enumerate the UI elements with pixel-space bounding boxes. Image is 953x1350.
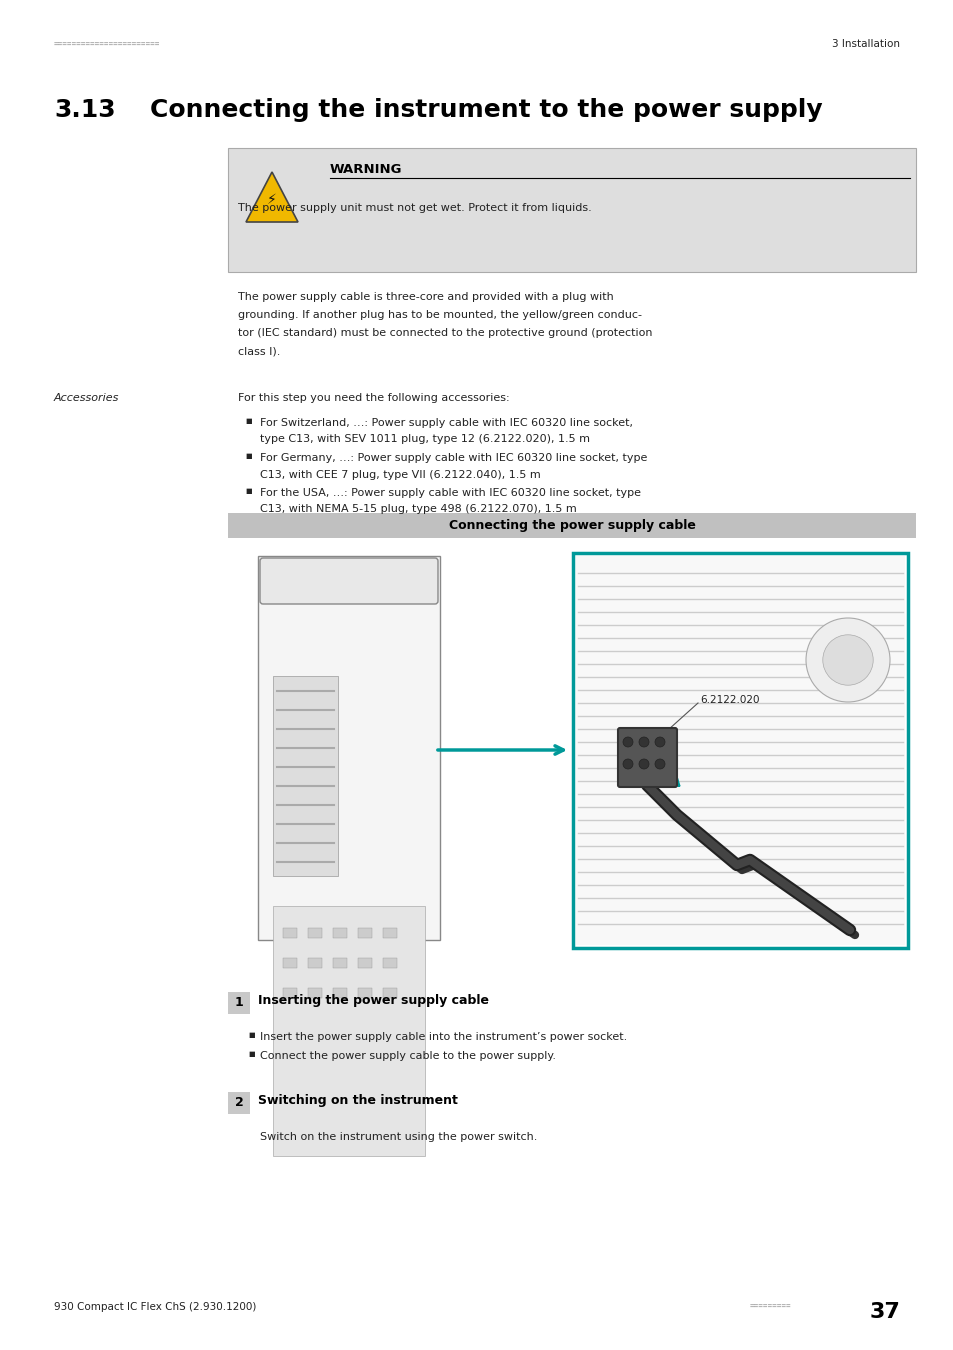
Circle shape <box>639 759 648 769</box>
Text: ■: ■ <box>245 418 252 424</box>
FancyBboxPatch shape <box>260 558 437 603</box>
Text: Inserting the power supply cable: Inserting the power supply cable <box>257 994 489 1007</box>
Text: =======================: ======================= <box>54 39 160 49</box>
Text: Accessories: Accessories <box>54 393 119 404</box>
Text: 1: 1 <box>234 996 243 1010</box>
FancyBboxPatch shape <box>257 556 439 940</box>
Text: ⚡: ⚡ <box>267 193 276 207</box>
Text: C13, with NEMA 5-15 plug, type 498 (6.2122.070), 1.5 m: C13, with NEMA 5-15 plug, type 498 (6.21… <box>260 505 577 514</box>
FancyBboxPatch shape <box>308 958 322 968</box>
Text: 6.2122.020: 6.2122.020 <box>700 695 759 705</box>
FancyBboxPatch shape <box>573 554 907 948</box>
Text: type C13, with SEV 1011 plug, type 12 (6.2122.020), 1.5 m: type C13, with SEV 1011 plug, type 12 (6… <box>260 435 589 444</box>
Text: =========: ========= <box>749 1301 791 1311</box>
FancyBboxPatch shape <box>382 927 396 938</box>
Circle shape <box>821 634 872 686</box>
FancyBboxPatch shape <box>618 728 677 787</box>
Text: For the USA, …: Power supply cable with IEC 60320 line socket, type: For the USA, …: Power supply cable with … <box>260 487 640 498</box>
FancyBboxPatch shape <box>283 927 296 938</box>
FancyBboxPatch shape <box>228 992 250 1014</box>
Text: For Germany, …: Power supply cable with IEC 60320 line socket, type: For Germany, …: Power supply cable with … <box>260 454 647 463</box>
Circle shape <box>622 759 633 769</box>
Circle shape <box>622 737 633 747</box>
FancyBboxPatch shape <box>333 927 347 938</box>
Text: WARNING: WARNING <box>330 163 402 176</box>
Text: 37: 37 <box>868 1301 899 1322</box>
FancyBboxPatch shape <box>308 988 322 998</box>
Circle shape <box>639 737 648 747</box>
Text: class I).: class I). <box>237 346 280 356</box>
Text: 930 Compact IC Flex ChS (2.930.1200): 930 Compact IC Flex ChS (2.930.1200) <box>54 1301 256 1312</box>
Text: 3 Installation: 3 Installation <box>831 39 899 49</box>
FancyBboxPatch shape <box>333 988 347 998</box>
Text: The power supply cable is three-core and provided with a plug with: The power supply cable is three-core and… <box>237 292 613 302</box>
FancyBboxPatch shape <box>283 988 296 998</box>
Text: Connecting the power supply cable: Connecting the power supply cable <box>448 518 695 532</box>
Polygon shape <box>246 171 297 221</box>
Text: Switch on the instrument using the power switch.: Switch on the instrument using the power… <box>260 1133 537 1142</box>
Text: ■: ■ <box>245 454 252 459</box>
Circle shape <box>655 737 664 747</box>
FancyBboxPatch shape <box>283 958 296 968</box>
FancyBboxPatch shape <box>308 927 322 938</box>
FancyBboxPatch shape <box>228 1092 250 1114</box>
FancyBboxPatch shape <box>273 676 337 876</box>
Text: Switching on the instrument: Switching on the instrument <box>257 1094 457 1107</box>
FancyBboxPatch shape <box>357 958 372 968</box>
FancyBboxPatch shape <box>576 556 904 945</box>
Text: Insert the power supply cable into the instrument’s power socket.: Insert the power supply cable into the i… <box>260 1031 626 1042</box>
FancyBboxPatch shape <box>228 539 915 952</box>
Text: For Switzerland, …: Power supply cable with IEC 60320 line socket,: For Switzerland, …: Power supply cable w… <box>260 418 633 428</box>
Text: Connecting the instrument to the power supply: Connecting the instrument to the power s… <box>150 99 821 122</box>
Text: 3.13: 3.13 <box>54 99 115 122</box>
FancyBboxPatch shape <box>333 958 347 968</box>
FancyBboxPatch shape <box>228 513 915 539</box>
Text: C13, with CEE 7 plug, type VII (6.2122.040), 1.5 m: C13, with CEE 7 plug, type VII (6.2122.0… <box>260 470 540 479</box>
Circle shape <box>655 759 664 769</box>
FancyBboxPatch shape <box>357 927 372 938</box>
Text: The power supply unit must not get wet. Protect it from liquids.: The power supply unit must not get wet. … <box>237 202 591 213</box>
Text: For this step you need the following accessories:: For this step you need the following acc… <box>237 393 509 404</box>
Text: ■: ■ <box>248 1031 254 1038</box>
FancyBboxPatch shape <box>273 906 424 1156</box>
FancyBboxPatch shape <box>228 148 915 271</box>
Text: grounding. If another plug has to be mounted, the yellow/green conduc-: grounding. If another plug has to be mou… <box>237 310 641 320</box>
Text: 2: 2 <box>234 1096 243 1110</box>
Text: Connect the power supply cable to the power supply.: Connect the power supply cable to the po… <box>260 1052 556 1061</box>
Text: tor (IEC standard) must be connected to the protective ground (protection: tor (IEC standard) must be connected to … <box>237 328 652 338</box>
FancyBboxPatch shape <box>382 958 396 968</box>
FancyBboxPatch shape <box>357 988 372 998</box>
Text: ■: ■ <box>245 487 252 494</box>
FancyBboxPatch shape <box>382 988 396 998</box>
Text: ■: ■ <box>248 1052 254 1057</box>
Circle shape <box>805 618 889 702</box>
